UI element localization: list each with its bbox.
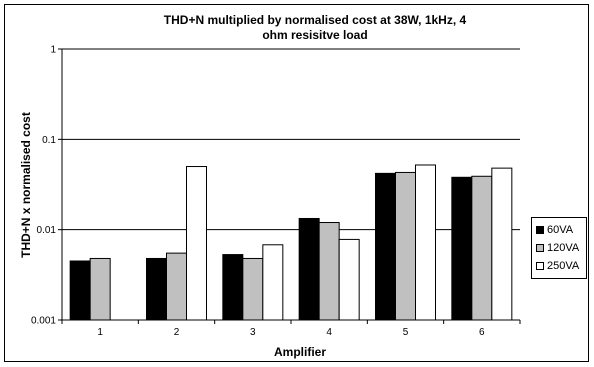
bar-60va-amp-6 — [451, 176, 473, 321]
legend-label-250va: 250VA — [547, 260, 580, 272]
bar-60va-amp-1 — [69, 260, 91, 321]
x-tick-label: 6 — [479, 327, 485, 338]
legend-swatch-250va — [536, 262, 544, 270]
bar-120va-amp-5 — [395, 171, 416, 321]
bar-250va-amp-2 — [186, 166, 207, 321]
x-tick-label: 1 — [97, 327, 103, 338]
bar-250va-amp-3 — [262, 244, 284, 321]
legend-item-120va: 120VA — [536, 241, 579, 255]
legend-label-60va: 60VA — [547, 224, 574, 236]
y-tick-label: 0.1 — [42, 135, 56, 146]
chart-title: THD+N multiplied by normalised cost at 3… — [163, 13, 467, 42]
bar-60va-amp-4 — [298, 217, 320, 321]
x-axis-label: Amplifier — [273, 345, 326, 359]
x-tick-label: 4 — [326, 327, 332, 338]
bar-250va-amp-5 — [415, 164, 436, 321]
x-tick-label: 2 — [174, 327, 180, 338]
legend-label-120va: 120VA — [547, 242, 580, 254]
bar-120va-amp-3 — [242, 257, 264, 321]
legend-swatch-120va — [536, 244, 544, 252]
y-tick-label: 0.01 — [37, 225, 57, 236]
legend-item-60va: 60VA — [536, 223, 573, 237]
y-tick-label: 1 — [50, 45, 56, 56]
legend: 60VA 120VA 250VA — [531, 217, 587, 279]
bar-60va-amp-2 — [146, 257, 167, 321]
bar-120va-amp-1 — [89, 257, 111, 321]
y-tick-label: 0.001 — [31, 316, 56, 327]
bar-120va-amp-6 — [471, 175, 493, 321]
x-tick-label: 3 — [250, 327, 256, 338]
bar-60va-amp-3 — [222, 254, 244, 321]
legend-item-250va: 250VA — [536, 259, 579, 273]
bar-250va-amp-4 — [338, 238, 360, 321]
bar-60va-amp-5 — [375, 172, 396, 321]
bar-120va-amp-2 — [166, 252, 187, 321]
bar-250va-amp-6 — [491, 167, 513, 321]
bar-120va-amp-4 — [318, 222, 340, 321]
x-tick-label: 5 — [403, 327, 409, 338]
legend-swatch-60va — [536, 226, 544, 234]
